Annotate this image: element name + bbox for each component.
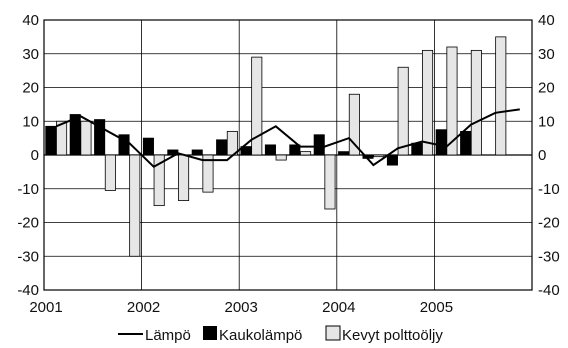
y-tick-label-left: 30 — [22, 46, 39, 63]
y-tick-label-right: 40 — [538, 12, 555, 29]
x-tick-label: 2001 — [29, 299, 62, 316]
bar — [94, 119, 106, 156]
y-tick-label-left: 10 — [22, 113, 39, 130]
bar — [142, 137, 154, 156]
bar — [240, 146, 252, 156]
y-axis-right-ticks: -40 -30 -20 -10 0 10 20 30 40 — [538, 12, 560, 299]
bar — [202, 154, 214, 193]
y-tick-label-right: 20 — [538, 80, 555, 97]
y-tick-label-left: -30 — [17, 248, 39, 265]
legend-kaukolampo-swatch — [203, 326, 217, 340]
kevyt-polttooljy-bars — [56, 36, 507, 257]
y-tick-label-right: -10 — [538, 181, 560, 198]
bar — [324, 154, 336, 210]
legend-polttooljy-swatch — [325, 325, 341, 341]
y-tick-label-right: -20 — [538, 215, 560, 232]
bar — [178, 154, 190, 201]
bar — [56, 120, 68, 156]
bar — [338, 151, 350, 156]
bar — [118, 134, 130, 156]
y-tick-label-left: 0 — [31, 147, 39, 164]
x-tick-label: 2005 — [420, 299, 453, 316]
lampo-line — [55, 108, 520, 169]
bar — [275, 154, 287, 161]
legend-polttooljy-label: Kevyt polttoöljy — [342, 327, 443, 344]
bar — [460, 130, 472, 156]
bar — [373, 154, 385, 158]
bar — [446, 46, 458, 156]
legend-kaukolampo-label: Kaukolämpö — [219, 327, 302, 344]
bar — [264, 144, 276, 156]
bar — [300, 151, 312, 156]
x-tick-label: 2002 — [127, 299, 160, 316]
bar — [495, 36, 507, 156]
y-tick-label-right: -40 — [538, 282, 560, 299]
bar — [191, 149, 203, 156]
bar — [45, 125, 57, 156]
legend-lampo-label: Lämpö — [145, 327, 191, 344]
y-tick-label-left: 20 — [22, 80, 39, 97]
x-axis-year-ticks: 2001 2002 2003 2004 2005 — [29, 299, 453, 316]
bar — [104, 154, 116, 191]
bar — [129, 154, 141, 257]
x-tick-label: 2003 — [225, 299, 258, 316]
bar — [470, 49, 482, 156]
y-tick-label-right: 30 — [538, 46, 555, 63]
bar — [313, 134, 325, 156]
bar — [80, 120, 92, 156]
kaukolampo-bars — [45, 114, 472, 166]
bar — [435, 129, 447, 156]
bar — [289, 144, 301, 156]
bar — [69, 114, 81, 156]
bar — [251, 56, 263, 156]
y-axis-left-ticks: -40 -30 -20 -10 0 10 20 30 40 — [17, 12, 39, 299]
bar — [397, 66, 409, 156]
y-tick-label-right: -30 — [538, 248, 560, 265]
legend: Lämpö Kaukolämpö Kevyt polttoöljy — [118, 325, 443, 344]
y-tick-label-left: -10 — [17, 181, 39, 198]
y-tick-label-left: 40 — [22, 12, 39, 29]
x-tick-label: 2004 — [322, 299, 355, 316]
bar — [422, 49, 434, 156]
plot-frame — [43, 19, 533, 291]
y-tick-label-right: 10 — [538, 113, 555, 130]
y-tick-label-left: -40 — [17, 282, 39, 299]
bar — [386, 154, 398, 166]
bar — [153, 154, 165, 207]
bar — [348, 93, 360, 156]
y-tick-label-right: 0 — [538, 147, 546, 164]
gridlines — [44, 19, 532, 291]
bar — [216, 139, 228, 156]
y-tick-label-left: -20 — [17, 215, 39, 232]
